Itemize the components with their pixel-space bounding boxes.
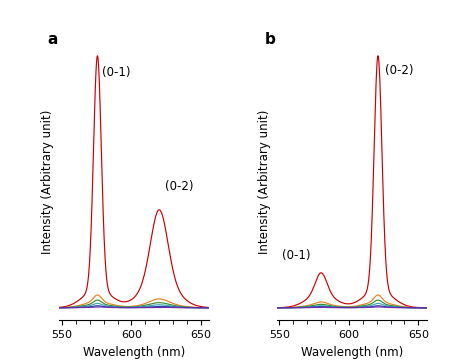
X-axis label: Wavelength (nm): Wavelength (nm): [301, 346, 403, 359]
X-axis label: Wavelength (nm): Wavelength (nm): [83, 346, 185, 359]
Y-axis label: Intensity (Arbitrary unit): Intensity (Arbitrary unit): [41, 109, 54, 254]
Y-axis label: Intensity (Arbitrary unit): Intensity (Arbitrary unit): [258, 109, 271, 254]
Text: (0-1): (0-1): [102, 67, 131, 80]
Text: b: b: [264, 32, 275, 47]
Text: a: a: [47, 32, 58, 47]
Text: (0-2): (0-2): [385, 64, 413, 77]
Text: (0-2): (0-2): [165, 180, 193, 193]
Text: (0-1): (0-1): [282, 249, 311, 262]
